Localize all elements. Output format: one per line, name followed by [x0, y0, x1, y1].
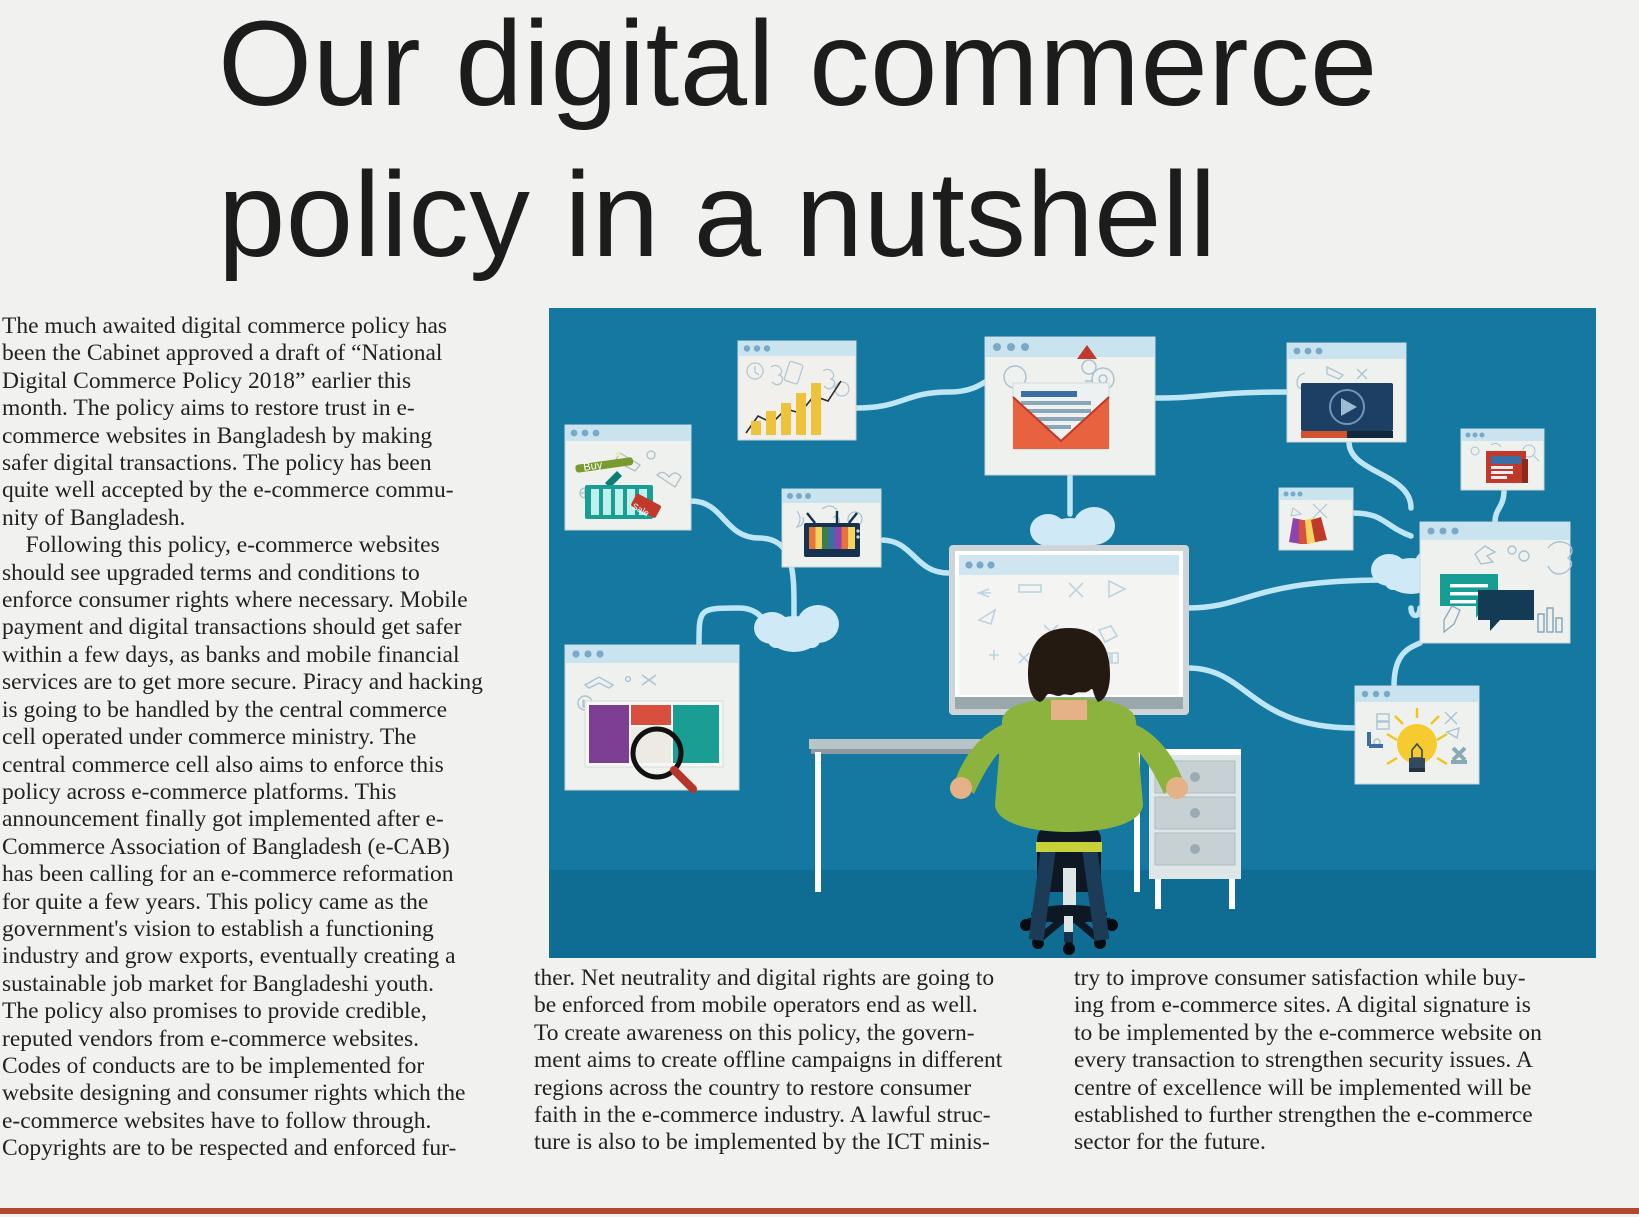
- svg-text:i: i: [583, 699, 585, 709]
